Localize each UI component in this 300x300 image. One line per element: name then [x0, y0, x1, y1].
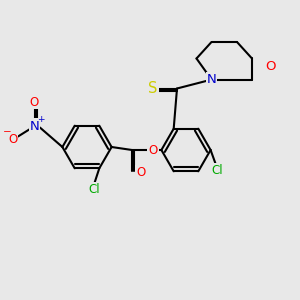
Text: S: S [148, 81, 158, 96]
Text: +: + [37, 115, 45, 124]
Text: N: N [207, 73, 216, 86]
Text: O: O [30, 95, 39, 109]
Text: Cl: Cl [212, 164, 223, 177]
Text: N: N [30, 119, 39, 133]
Text: O: O [136, 166, 146, 179]
Text: −: − [3, 127, 12, 137]
Text: Cl: Cl [88, 183, 100, 196]
Text: O: O [148, 143, 158, 157]
Text: O: O [265, 59, 275, 73]
Text: O: O [8, 133, 17, 146]
